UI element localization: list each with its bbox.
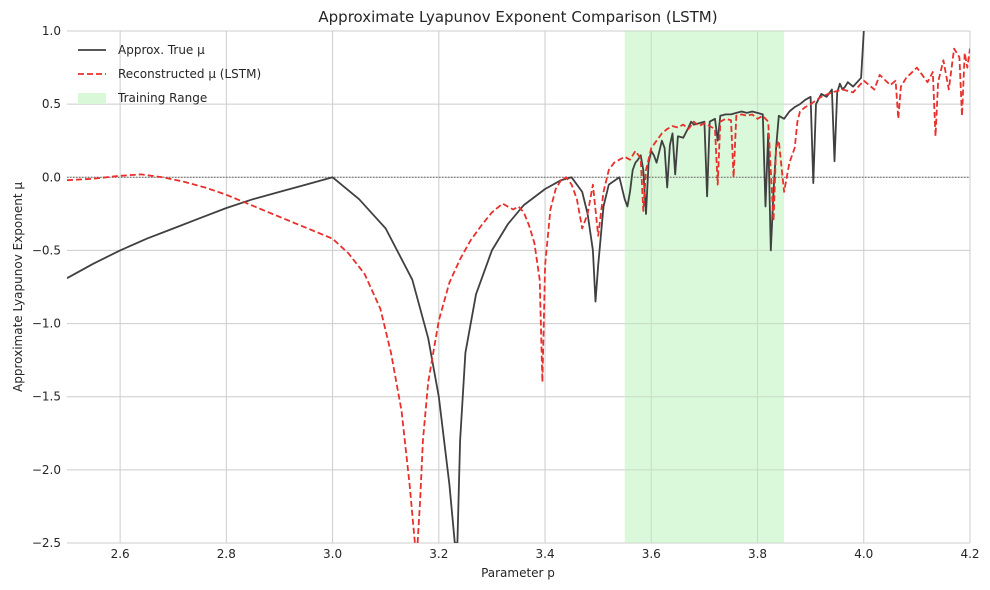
x-tick-label: 4.2 [960, 547, 979, 561]
chart-title: Approximate Lyapunov Exponent Comparison… [318, 8, 717, 26]
plot-area [67, 31, 970, 543]
x-tick-label: 3.6 [642, 547, 661, 561]
x-tick-label: 3.0 [323, 547, 342, 561]
x-tick-label: 4.0 [854, 547, 873, 561]
reconstructed-mu-line [67, 47, 970, 543]
y-tick-label: −1.0 [32, 317, 61, 331]
x-tick-label: 3.2 [429, 547, 448, 561]
legend-label: Training Range [117, 91, 207, 105]
y-tick-label: 0.5 [42, 97, 61, 111]
y-tick-label: 1.0 [42, 24, 61, 38]
x-tick-label: 2.8 [217, 547, 236, 561]
y-tick-label: −0.5 [32, 243, 61, 257]
y-tick-label: −2.5 [32, 536, 61, 550]
y-tick-label: −2.0 [32, 463, 61, 477]
legend-patch-training [78, 93, 106, 104]
x-tick-label: 2.6 [111, 547, 130, 561]
y-tick-label: −1.5 [32, 390, 61, 404]
y-axis-label: Approximate Lyapunov Exponent μ [11, 182, 25, 392]
x-axis-label: Parameter p [481, 566, 555, 580]
legend: Approx. True μ Reconstructed μ (LSTM) Trai… [78, 43, 261, 105]
x-tick-label: 3.4 [536, 547, 555, 561]
legend-label: Reconstructed μ (LSTM) [118, 67, 261, 81]
training-range-shade [624, 31, 785, 543]
y-tick-label: 0.0 [42, 170, 61, 184]
true-mu-line [67, 31, 865, 543]
legend-label: Approx. True μ [118, 43, 205, 57]
x-tick-label: 3.8 [748, 547, 767, 561]
